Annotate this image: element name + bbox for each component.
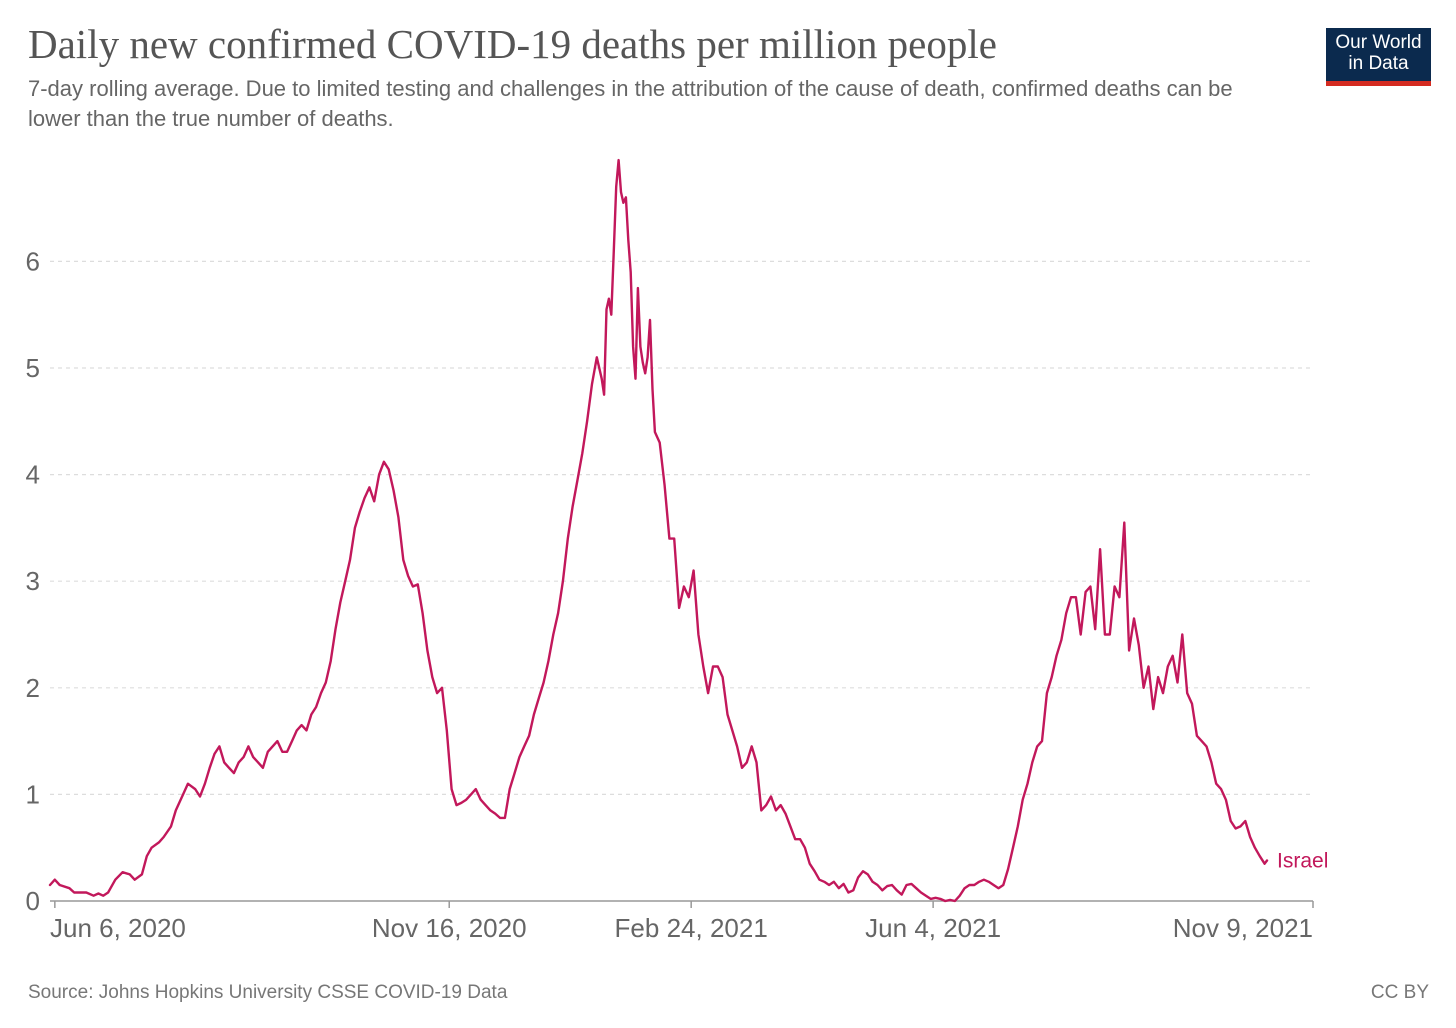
logo-line-2: in Data [1348,53,1409,74]
y-tick-label: 1 [26,779,40,809]
series-label-israel: Israel [1277,849,1328,872]
y-tick-label: 4 [26,460,40,490]
series-layer: Israel [48,158,1328,903]
chart-subtitle: 7-day rolling average. Due to limited te… [28,76,1233,131]
y-tick-label: 6 [26,246,40,276]
chart-title: Daily new confirmed COVID-19 deaths per … [28,21,997,67]
x-tick-label: Nov 9, 2021 [1173,913,1313,943]
x-tick-label: Jun 6, 2020 [50,913,186,943]
axes: 0 1 2 3 4 5 6 Jun 6, 2020 Nov 16, 2020 Feb 24, 20… [26,246,1314,943]
owid-logo[interactable]: Our World in Data [1326,28,1431,86]
x-tick-label: Jun 4, 2021 [865,913,1001,943]
gridlines [50,260,1313,796]
y-tick-label: 2 [26,673,40,703]
x-tick-label: Nov 16, 2020 [372,913,527,943]
series-line-israel [48,158,1269,903]
license-link[interactable]: CC BY [1370,982,1429,1003]
logo-line-1: Our World [1335,32,1422,53]
y-tick-label: 0 [26,886,40,916]
x-tick-label: Feb 24, 2021 [615,913,768,943]
y-tick-label: 5 [26,353,40,383]
y-tick-label: 3 [26,566,40,596]
source-note[interactable]: Source: Johns Hopkins University CSSE CO… [28,982,508,1003]
